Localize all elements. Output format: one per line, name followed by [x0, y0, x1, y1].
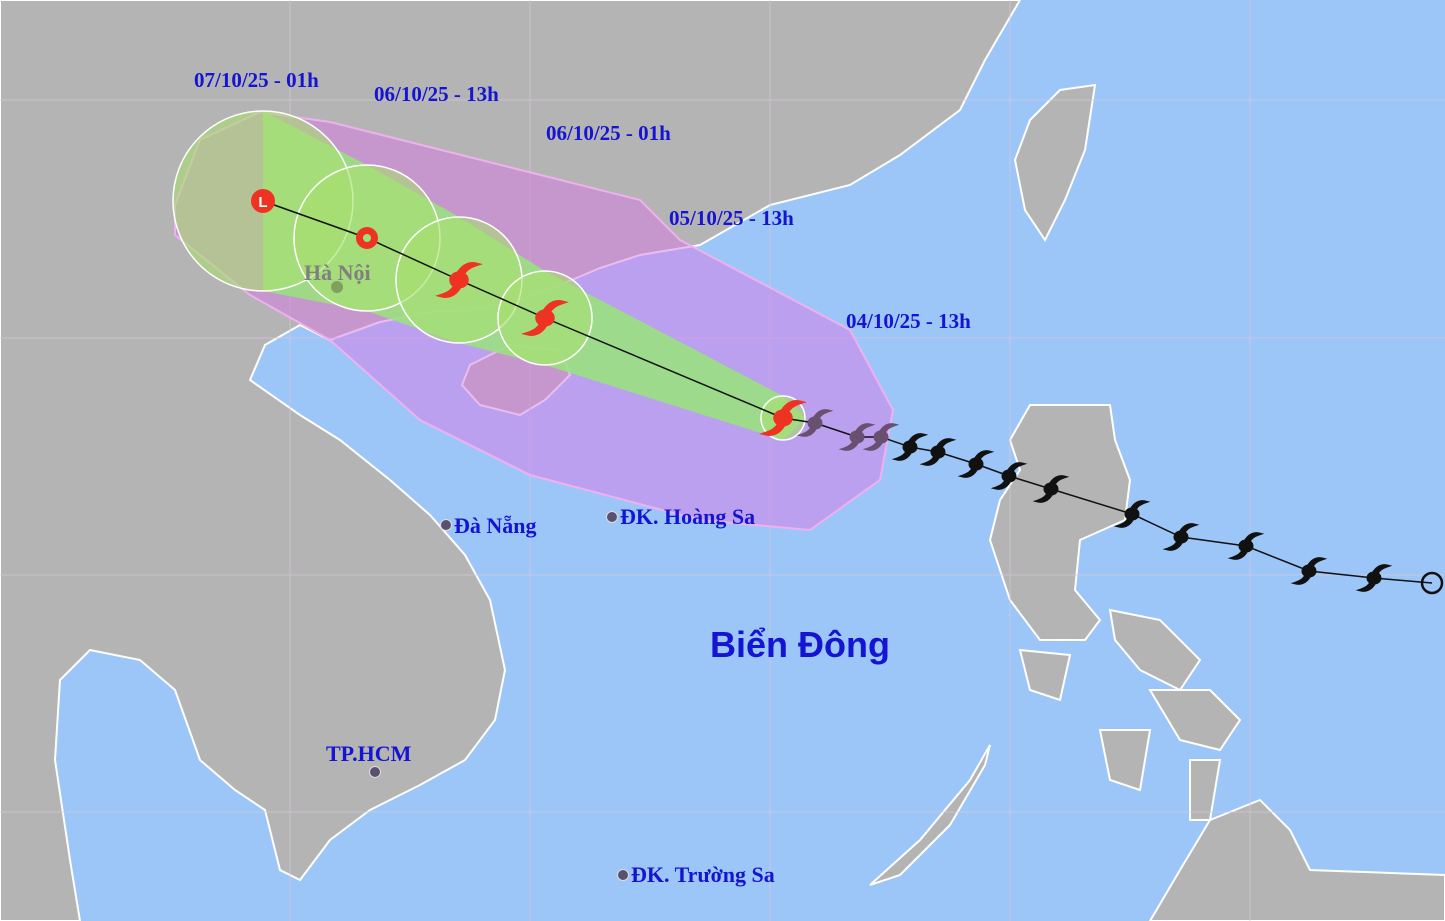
- forecast-markers: L: [251, 189, 378, 249]
- typhoon-past-icon: [1227, 532, 1265, 560]
- typhoon-past-icon: [838, 423, 876, 451]
- city-dot: [606, 511, 618, 523]
- origin-open-circle-icon: [1420, 571, 1444, 595]
- low-pressure-L-icon: [251, 189, 275, 213]
- taiwan: [1013, 83, 1097, 242]
- city-dot: [369, 766, 381, 778]
- forecast-time-label: 04/10/25 - 13h: [846, 309, 971, 333]
- storm-symbols: [435, 262, 1393, 592]
- forecast-time-label: 05/10/25 - 13h: [669, 206, 794, 230]
- typhoon-past-icon: [990, 462, 1028, 490]
- city-dots: [331, 281, 343, 293]
- visayas: [1018, 608, 1242, 821]
- forecast-time-label: 07/10/25 - 01h: [194, 68, 319, 92]
- city-label-hcm: TP.HCM: [326, 741, 412, 766]
- city-label-hoangsa: ĐK. Hoàng Sa: [620, 504, 756, 529]
- city-label-truongsa: ĐK. Trường Sa: [631, 862, 775, 887]
- sea-label: Biển Đông: [710, 624, 890, 665]
- typhoon-past-icon: [1113, 500, 1151, 528]
- typhoon-red-icon: [759, 400, 807, 436]
- mindanao: [1148, 798, 1445, 921]
- typhoon-past-icon: [919, 438, 957, 466]
- city-label-hanoi: Hà Nội: [304, 260, 371, 285]
- typhoon-past-icon: [796, 409, 834, 437]
- typhoon-past-icon: [1162, 523, 1200, 551]
- typhoon-past-icon: [891, 433, 929, 461]
- typhoon-past-icon: [862, 423, 900, 451]
- svg-text:L: L: [258, 194, 267, 211]
- typhoon-past-icon: [1290, 557, 1328, 585]
- typhoon-past-icon: [1032, 475, 1070, 503]
- forecast-time-label: 06/10/25 - 01h: [546, 121, 671, 145]
- palawan: [869, 744, 991, 886]
- city-label-danang: Đà Nẵng: [454, 513, 537, 538]
- forecast-time-label: 06/10/25 - 13h: [374, 82, 499, 106]
- city-dot: [440, 519, 452, 531]
- typhoon-red-icon: [521, 300, 569, 336]
- typhoon-past-icon: [957, 450, 995, 478]
- typhoon-past-icon: [1355, 564, 1393, 592]
- typhoon-red-icon: [435, 262, 483, 298]
- city-dot: [617, 869, 629, 881]
